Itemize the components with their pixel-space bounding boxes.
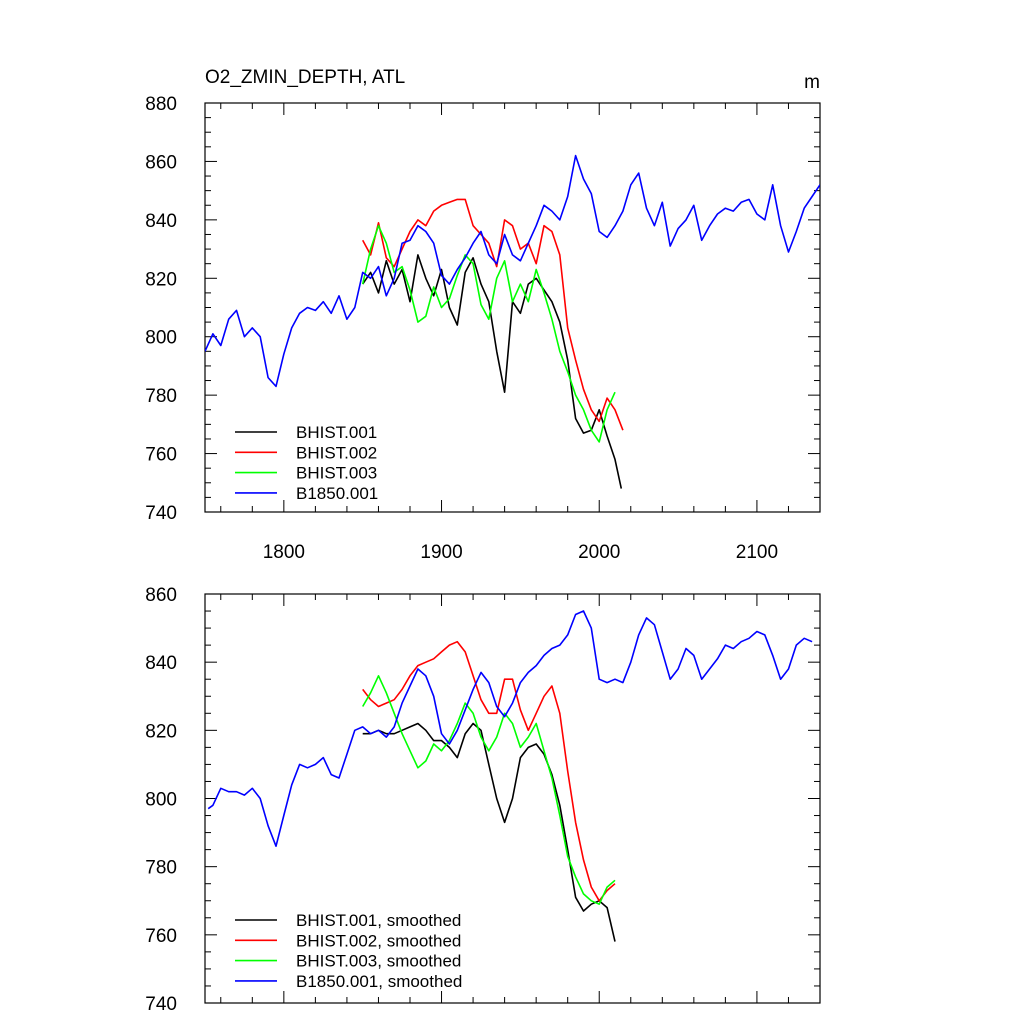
y-tick-label: 740 [145, 994, 177, 1015]
units-label: m [804, 72, 820, 93]
series-line-bhist-003 [361, 224, 616, 443]
y-tick-label: 860 [145, 585, 177, 606]
series-line-b1850-001 [205, 154, 820, 388]
legend-label: BHIST.001 [296, 423, 377, 442]
series-line-bhist-001-smoothed [362, 722, 616, 942]
y-tick-label: 860 [145, 152, 177, 173]
y-tick-label: 820 [145, 721, 177, 742]
legend-label: BHIST.001, smoothed [296, 911, 461, 930]
chart-title: O2_ZMIN_DEPTH, ATL [205, 67, 405, 88]
y-tick-label: 800 [145, 790, 177, 811]
legend-label: BHIST.002 [296, 443, 377, 462]
y-tick-label: 780 [145, 858, 177, 879]
series-line-bhist-001 [362, 254, 623, 489]
y-tick-label: 780 [145, 386, 177, 407]
series-line-b1850-001-smoothed [207, 610, 813, 848]
bottom-panel: 740 760 780 800 820 840 860 BHIST.001, smoothed… [145, 585, 821, 1015]
y-tick-label: 740 [145, 503, 177, 524]
top-panel: 740 760 780 800 820 840 860 880 1800 1900 2000 2100… [145, 67, 821, 563]
legend-label: BHIST.003, smoothed [296, 952, 461, 971]
y-tick-label: 840 [145, 211, 177, 232]
series-line-bhist-002 [361, 198, 624, 431]
legend-label: B1850.001, smoothed [296, 972, 462, 991]
series-line-bhist-002-smoothed [362, 640, 616, 902]
legend-label: B1850.001 [296, 484, 378, 503]
y-tick-label: 800 [145, 328, 177, 349]
legend-label: BHIST.002, smoothed [296, 931, 461, 950]
x-tick-label: 2000 [578, 542, 620, 563]
series-line-bhist-003-smoothed [362, 674, 616, 906]
x-tick-label: 2100 [736, 542, 778, 563]
legend-label: BHIST.003 [296, 464, 377, 483]
y-tick-label: 760 [145, 445, 177, 466]
x-tick-label: 1800 [263, 542, 305, 563]
y-tick-label: 760 [145, 926, 177, 947]
y-tick-label: 880 [145, 94, 177, 115]
y-tick-label: 840 [145, 653, 177, 674]
y-tick-label: 820 [145, 269, 177, 290]
x-tick-label: 1900 [420, 542, 462, 563]
